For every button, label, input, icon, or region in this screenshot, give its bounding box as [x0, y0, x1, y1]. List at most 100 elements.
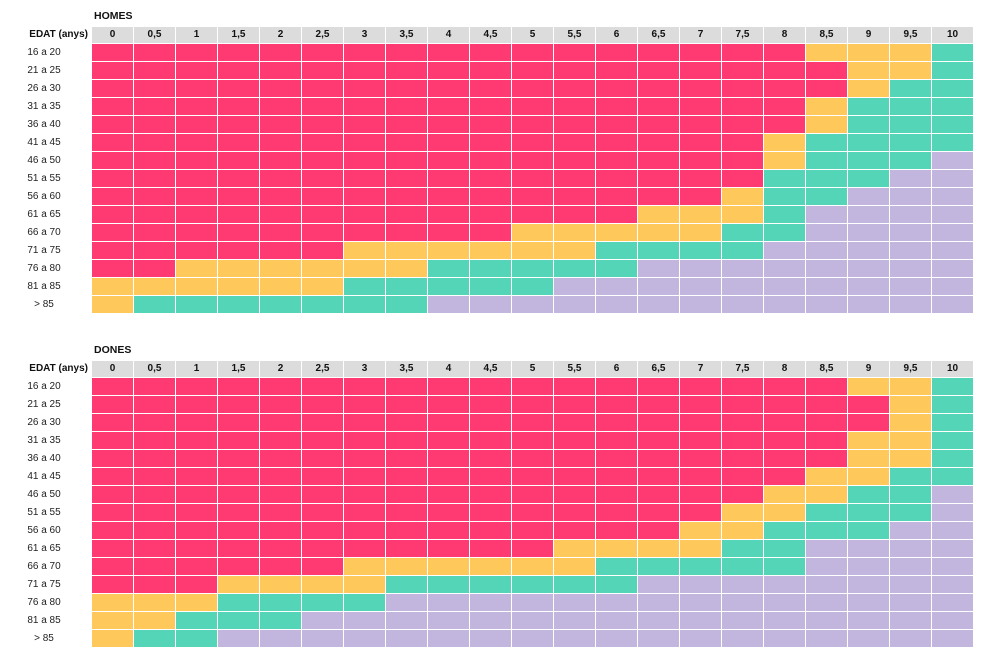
heatmap-cell: [848, 504, 890, 522]
heatmap-cell: [680, 44, 722, 62]
heatmap-cell: [638, 414, 680, 432]
column-header: 2: [260, 361, 302, 377]
heatmap-cell: [218, 450, 260, 468]
heatmap-cell: [512, 80, 554, 98]
heatmap-cell: [806, 486, 848, 504]
heatmap-cell: [680, 414, 722, 432]
row-label: 36 a 40: [27, 453, 61, 464]
heatmap-cell: [344, 224, 386, 242]
heatmap-cell: [512, 432, 554, 450]
heatmap-cell: [932, 152, 974, 170]
heatmap-cell: [386, 594, 428, 612]
heatmap-cell: [848, 558, 890, 576]
heatmap-cell: [680, 98, 722, 116]
heatmap-cell: [638, 134, 680, 152]
heatmap-cell: [344, 432, 386, 450]
heatmap-cell: [596, 396, 638, 414]
heatmap-cell: [92, 576, 134, 594]
heatmap-cell: [344, 296, 386, 314]
column-header: 0: [92, 361, 134, 377]
row-label: 71 a 75: [27, 579, 61, 590]
heatmap-cell: [470, 152, 512, 170]
heatmap-cell: [512, 612, 554, 630]
heatmap-cell: [932, 62, 974, 80]
heatmap-cell: [554, 558, 596, 576]
heatmap-cell: [932, 80, 974, 98]
heatmap-cell: [512, 296, 554, 314]
heatmap-cell: [344, 116, 386, 134]
heatmap-cell: [638, 396, 680, 414]
heatmap-cell: [722, 80, 764, 98]
heatmap-cell: [848, 62, 890, 80]
heatmap-cell: [554, 486, 596, 504]
heatmap-cell: [470, 170, 512, 188]
heatmap-cell: [890, 62, 932, 80]
heatmap-cell: [932, 558, 974, 576]
column-header: 5,5: [554, 361, 596, 377]
heatmap-cell: [554, 224, 596, 242]
column-header: 4,5: [470, 361, 512, 377]
heatmap-cell: [680, 432, 722, 450]
heatmap-cell: [134, 504, 176, 522]
heatmap-cell: [596, 432, 638, 450]
heatmap-cell: [470, 594, 512, 612]
heatmap-cell: [722, 468, 764, 486]
heatmap-cell: [302, 432, 344, 450]
heatmap-cell: [134, 594, 176, 612]
heatmap-cell: [176, 242, 218, 260]
heatmap-cell: [218, 576, 260, 594]
heatmap-cell: [932, 522, 974, 540]
heatmap-cell: [890, 396, 932, 414]
heatmap-cell: [764, 152, 806, 170]
heatmap-cell: [92, 260, 134, 278]
heatmap-cell: [386, 486, 428, 504]
heatmap-cell: [890, 188, 932, 206]
column-header: 9: [848, 361, 890, 377]
heatmap-cell: [932, 206, 974, 224]
heatmap-cell: [806, 522, 848, 540]
heatmap-cell: [218, 134, 260, 152]
heatmap-cell: [260, 98, 302, 116]
heatmap-cell: [218, 224, 260, 242]
heatmap-cell: [848, 98, 890, 116]
heatmap-cell: [470, 576, 512, 594]
heatmap-cell: [638, 630, 680, 648]
heatmap-cell: [302, 152, 344, 170]
heatmap-cell: [848, 116, 890, 134]
heatmap-cell: [134, 612, 176, 630]
column-header: 3,5: [386, 27, 428, 43]
heatmap-cell: [428, 612, 470, 630]
heatmap-cell: [638, 540, 680, 558]
column-header: 9,5: [890, 27, 932, 43]
heatmap-cell: [470, 242, 512, 260]
row-label: 66 a 70: [27, 227, 61, 238]
heatmap-cell: [134, 468, 176, 486]
heatmap-cell: [890, 170, 932, 188]
heatmap-cell: [470, 486, 512, 504]
heatmap-cell: [512, 62, 554, 80]
heatmap-cell: [344, 170, 386, 188]
heatmap-cell: [638, 522, 680, 540]
heatmap-cell: [176, 558, 218, 576]
heatmap-cell: [260, 558, 302, 576]
heatmap-cell: [932, 224, 974, 242]
heatmap-cell: [92, 414, 134, 432]
heatmap-cell: [806, 540, 848, 558]
heatmap-cell: [680, 80, 722, 98]
column-header: 0: [92, 27, 134, 43]
heatmap-cell: [806, 224, 848, 242]
heatmap-cell: [512, 414, 554, 432]
heatmap-cell: [260, 378, 302, 396]
heatmap-cell: [176, 296, 218, 314]
heatmap-cell: [134, 558, 176, 576]
heatmap-cell: [386, 522, 428, 540]
heatmap-cell: [134, 80, 176, 98]
heatmap-cell: [512, 486, 554, 504]
heatmap-cell: [806, 396, 848, 414]
heatmap-cell: [260, 134, 302, 152]
heatmap-cell: [134, 378, 176, 396]
heatmap-cell: [848, 260, 890, 278]
heatmap-cell: [134, 98, 176, 116]
column-header: 5: [512, 361, 554, 377]
heatmap-cell: [428, 522, 470, 540]
